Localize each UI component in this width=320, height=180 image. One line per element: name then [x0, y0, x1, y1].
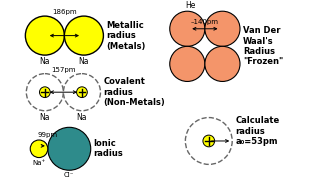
Text: 99pm: 99pm	[37, 132, 57, 138]
Circle shape	[205, 11, 240, 46]
Text: Ionic
radius: Ionic radius	[94, 139, 124, 158]
Text: Na⁺: Na⁺	[32, 159, 46, 166]
Circle shape	[185, 118, 232, 164]
Text: Cl⁻: Cl⁻	[64, 172, 75, 178]
Circle shape	[30, 140, 48, 158]
Circle shape	[205, 46, 240, 82]
Circle shape	[203, 135, 215, 147]
Circle shape	[25, 16, 64, 55]
Text: Covalent
radius
(Non-Metals): Covalent radius (Non-Metals)	[103, 77, 165, 107]
Circle shape	[26, 74, 63, 111]
Text: Na: Na	[79, 57, 89, 66]
Text: Na: Na	[40, 57, 50, 66]
Text: 157pm: 157pm	[51, 67, 76, 73]
Text: Van Der
Waal's
Radius
"Frozen": Van Der Waal's Radius "Frozen"	[243, 26, 283, 66]
Text: Na: Na	[77, 113, 87, 122]
Circle shape	[76, 87, 87, 98]
Circle shape	[39, 87, 50, 98]
Text: 186pm: 186pm	[52, 9, 77, 15]
Text: He: He	[185, 1, 196, 10]
Text: Calculate
radius
a₀=53pm: Calculate radius a₀=53pm	[235, 116, 279, 146]
Circle shape	[48, 127, 91, 170]
Circle shape	[170, 11, 205, 46]
Circle shape	[64, 16, 103, 55]
Text: Metallic
radius
(Metals): Metallic radius (Metals)	[106, 21, 146, 51]
Circle shape	[170, 46, 205, 82]
Circle shape	[63, 74, 100, 111]
Text: –140pm: –140pm	[191, 19, 219, 25]
Text: Na: Na	[40, 113, 50, 122]
